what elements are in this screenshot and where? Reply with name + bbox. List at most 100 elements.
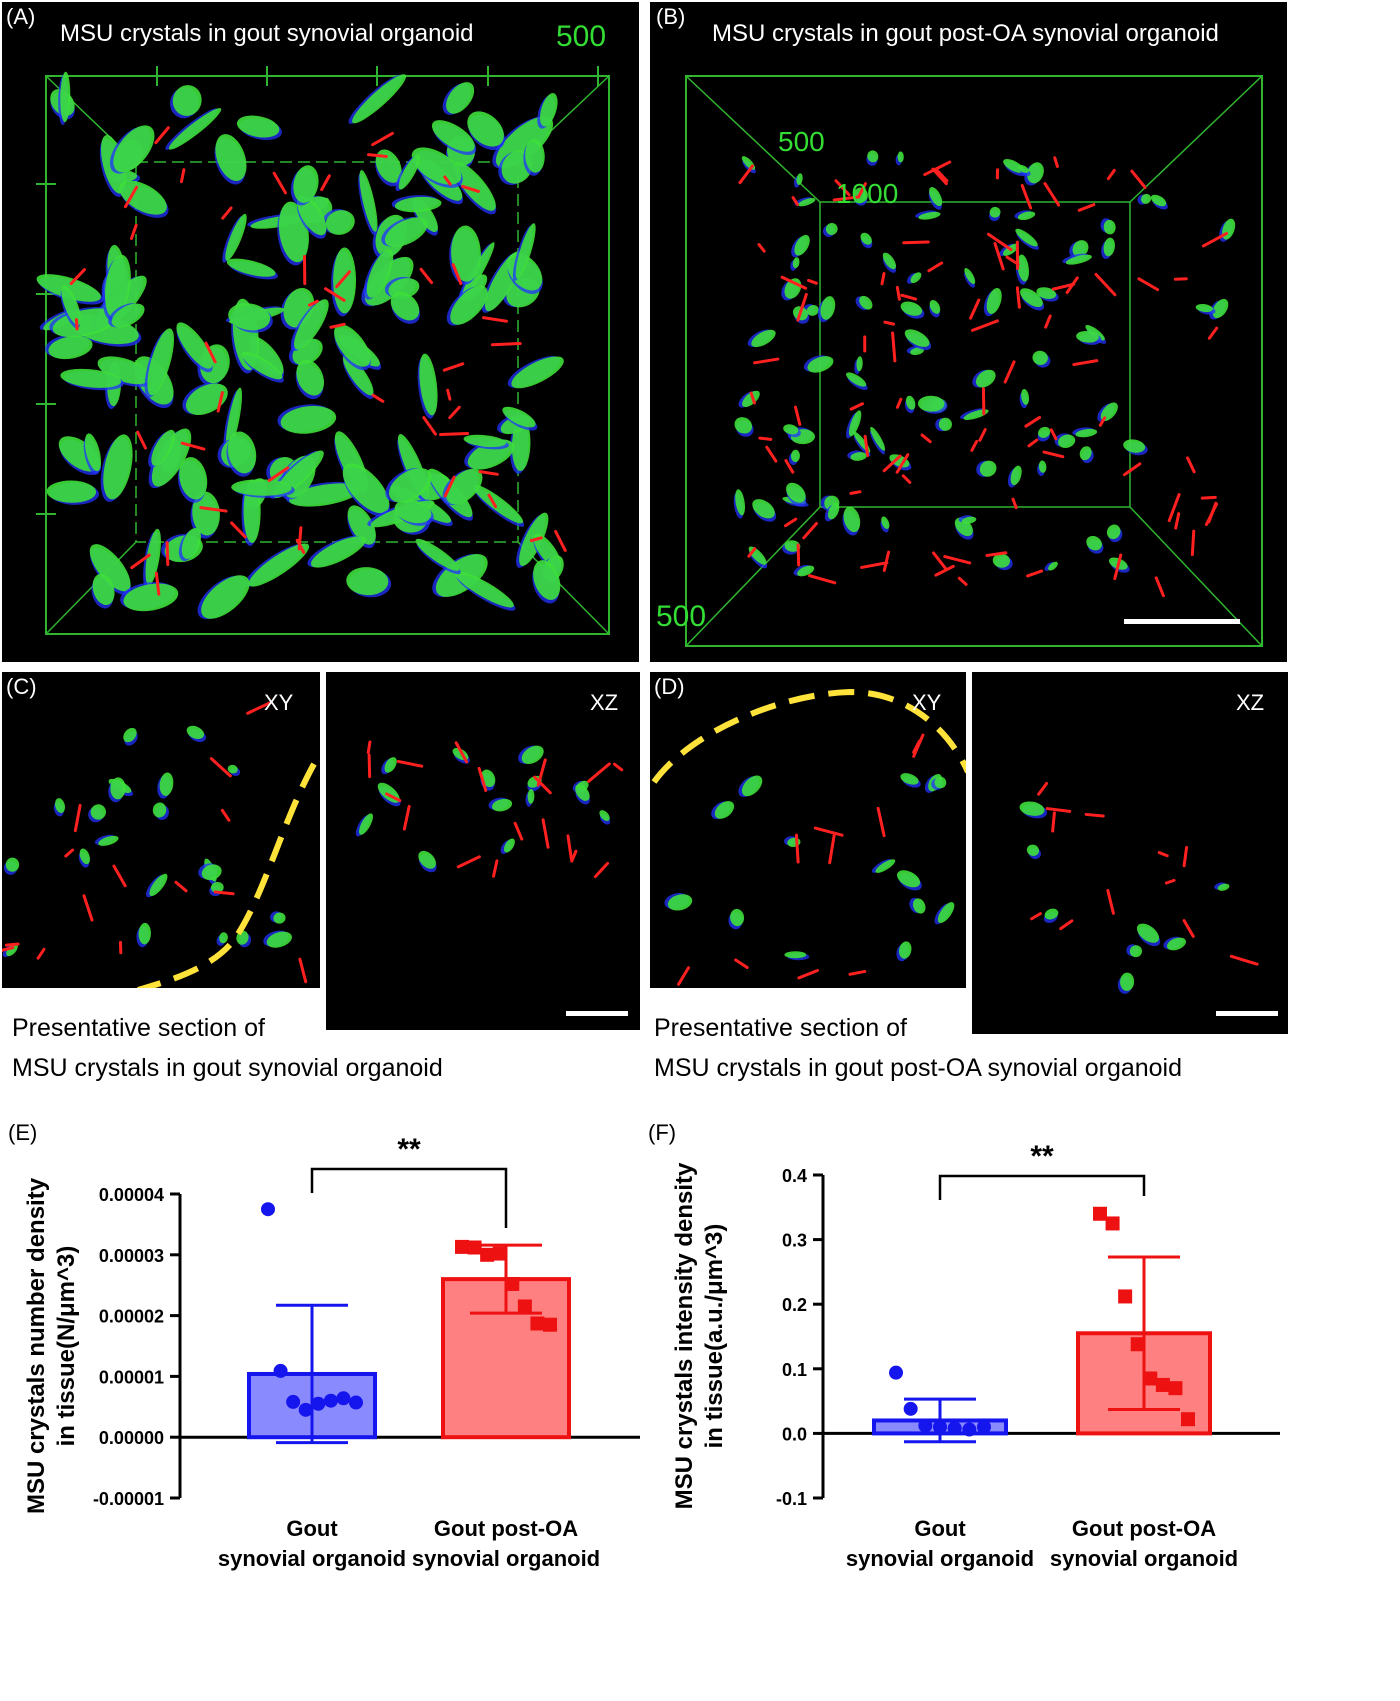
- msu-crystal: [1027, 438, 1039, 448]
- msu-crystal: [1084, 812, 1105, 818]
- panel-a-letter: (A): [6, 4, 36, 29]
- msu-crystal: [335, 270, 352, 289]
- cell-body: [359, 170, 378, 232]
- msu-crystal: [36, 947, 46, 960]
- msu-crystal: [1011, 497, 1018, 510]
- cell-body: [975, 369, 996, 388]
- cell-body: [48, 335, 93, 360]
- msu-crystal: [943, 555, 972, 565]
- cell-body: [293, 165, 319, 203]
- cell-body: [910, 272, 922, 284]
- data-point: [1143, 1371, 1158, 1386]
- data-point: [933, 1419, 947, 1434]
- msu-crystal: [82, 894, 94, 922]
- msu-crystal: [900, 293, 918, 301]
- panel-d-xy-cells: [664, 733, 955, 986]
- data-point: [517, 1299, 532, 1314]
- data-point: [947, 1421, 962, 1436]
- cell-body: [1212, 298, 1229, 319]
- cell-body: [294, 299, 329, 350]
- cell-body: [521, 745, 544, 765]
- cell-body: [185, 383, 228, 416]
- category-label: Gout post-OA: [1072, 1516, 1216, 1541]
- msu-crystal: [216, 391, 224, 413]
- cell-body: [1085, 325, 1105, 341]
- cell-body: [515, 223, 536, 279]
- cell-body: [1076, 330, 1099, 343]
- chart-e: -0.00001 0.00000 0.00001 0.00002 0.00003 0.00…: [23, 1133, 640, 1571]
- data-point: [1118, 1289, 1133, 1304]
- msu-crystal: [882, 454, 902, 473]
- cell-body: [1017, 211, 1036, 221]
- cell-body: [346, 567, 389, 596]
- cell-body: [491, 798, 513, 812]
- panel-c-caption: Presentative section of MSU crystals in …: [12, 1008, 443, 1088]
- cell-body: [897, 870, 921, 888]
- cell-body: [92, 573, 115, 606]
- cell-body: [734, 417, 753, 434]
- msu-crystal: [529, 536, 543, 543]
- cell-body: [6, 943, 18, 957]
- msu-crystal: [1098, 416, 1107, 427]
- panel-b-image: MSU crystals in gout post-OA synovial or…: [650, 2, 1287, 662]
- msu-crystal: [1229, 954, 1259, 966]
- panel-c-letter: (C): [6, 674, 37, 699]
- cell-body: [366, 249, 394, 298]
- msu-crystal: [1043, 182, 1061, 207]
- msu-crystal: [385, 792, 402, 803]
- cell-body: [334, 324, 371, 367]
- msu-crystal: [69, 268, 87, 286]
- msu-crystal: [1026, 569, 1044, 578]
- cell-body: [938, 417, 952, 431]
- msu-crystal: [541, 818, 550, 849]
- cell-body: [900, 301, 923, 316]
- msu-crystal: [4, 942, 20, 947]
- msu-crystal: [1167, 493, 1181, 523]
- data-point: [298, 1402, 313, 1417]
- msu-crystal: [481, 316, 508, 323]
- cell-body: [454, 571, 514, 608]
- cell-body: [820, 296, 836, 320]
- cell-body: [937, 902, 955, 924]
- msu-crystal: [863, 434, 870, 457]
- category-label: Gout: [914, 1516, 966, 1541]
- msu-crystal: [199, 506, 228, 513]
- msu-crystal: [1045, 807, 1072, 813]
- cell-body: [964, 267, 976, 285]
- msu-crystal: [986, 232, 1013, 252]
- cell-body: [453, 162, 496, 211]
- cell-body: [848, 410, 862, 437]
- msu-crystal: [934, 564, 955, 577]
- panel-b-letter: (B): [656, 4, 686, 29]
- cell-body: [123, 583, 179, 612]
- cell-body: [867, 150, 879, 163]
- cell-body: [1086, 535, 1102, 551]
- msu-crystal: [367, 753, 372, 779]
- msu-crystal: [1059, 919, 1074, 931]
- cell-body: [575, 784, 590, 801]
- msu-crystal: [612, 762, 624, 772]
- cell-body: [273, 912, 286, 924]
- cell-body: [790, 449, 800, 463]
- cell-body: [467, 111, 504, 147]
- msu-crystal: [883, 320, 896, 326]
- msu-crystal: [448, 405, 461, 420]
- cell-body: [54, 798, 66, 813]
- category-label-line2: synovial organoid: [412, 1546, 600, 1571]
- cell-body: [215, 134, 247, 181]
- panel-e-letter: (E): [8, 1120, 38, 1145]
- cell-body: [1048, 561, 1058, 571]
- cell-body: [1103, 219, 1116, 235]
- cell-body: [1075, 428, 1098, 438]
- cell-body: [798, 198, 816, 207]
- cell-body: [472, 484, 524, 524]
- msu-crystal: [895, 453, 910, 474]
- cell-body: [918, 211, 941, 220]
- msu-crystal: [123, 185, 139, 209]
- msu-crystal: [477, 766, 488, 792]
- msu-crystal: [1157, 851, 1169, 858]
- cell-body: [79, 848, 91, 865]
- cell-body: [231, 479, 292, 496]
- cell-body: [46, 480, 97, 503]
- cell-body: [119, 180, 167, 215]
